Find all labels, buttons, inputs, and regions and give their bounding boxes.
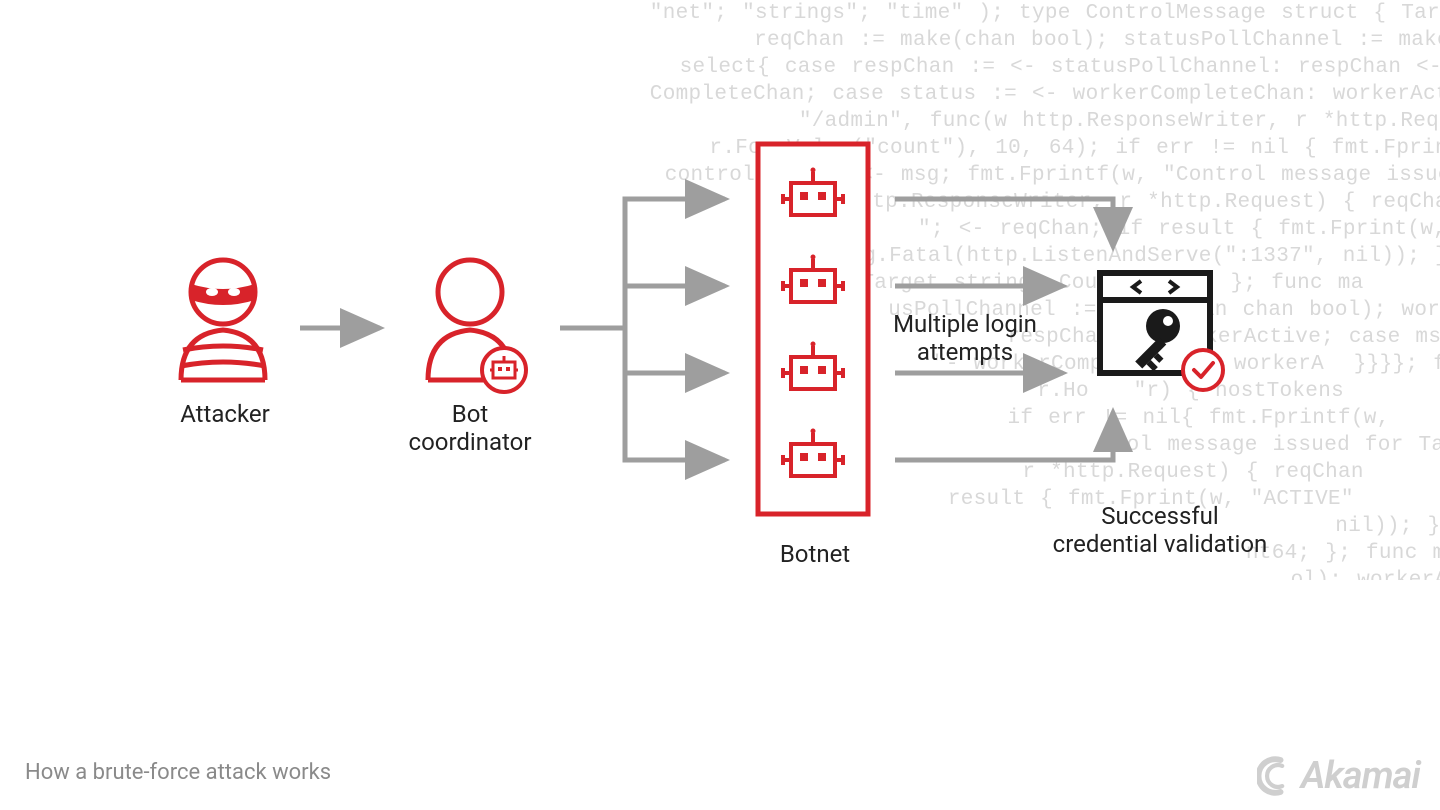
bot-coordinator-label: Bot coordinator [400, 400, 540, 456]
attacker-icon [181, 260, 265, 380]
multiple-login-label: Multiple login attempts [870, 310, 1060, 366]
bot-coordinator-icon [428, 260, 526, 392]
arrows-coordinator-botnet [560, 199, 725, 460]
logo-text: Akamai [1301, 754, 1420, 798]
caption-text: How a brute-force attack works [25, 760, 331, 785]
botnet-box [758, 144, 868, 514]
akamai-wave-icon [1257, 755, 1299, 797]
botnet-label: Botnet [760, 540, 870, 568]
target-icon [1100, 273, 1223, 390]
successful-label: Successful credential validation [1030, 502, 1290, 558]
akamai-logo: Akamai [1257, 754, 1420, 798]
attacker-label: Attacker [170, 400, 280, 428]
